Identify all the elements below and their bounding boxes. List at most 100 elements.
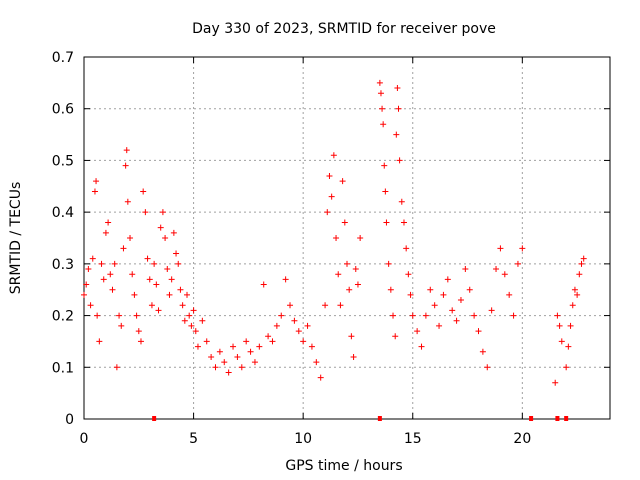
data-point [440,291,447,298]
data-point [123,147,130,154]
data-point [164,266,171,273]
data-point [199,317,206,324]
data-point [188,322,195,329]
data-point [155,307,162,314]
chart-title: Day 330 of 2023, SRMTID for receiver pov… [192,21,496,37]
data-point [322,302,329,309]
data-point [436,322,443,329]
data-point [431,302,438,309]
data-point [89,255,96,262]
data-point [162,235,169,241]
data-point [400,219,407,226]
x-axis-label: GPS time / hours [285,458,402,474]
data-point [212,364,219,371]
data-point [146,276,153,283]
data-point [251,359,258,366]
data-point [102,229,109,236]
data-point [479,348,486,355]
gap-marker [152,416,157,421]
gap-marker [377,416,382,421]
data-point [166,291,173,298]
data-point [247,348,254,355]
data-point [567,322,574,329]
y-tick-label: 0 [65,412,74,428]
data-point [578,260,585,267]
data-point [418,343,425,350]
data-point [157,224,164,231]
data-point [337,302,344,309]
data-point [140,188,147,195]
data-point [380,121,387,128]
data-point [571,286,578,293]
gap-marker [529,416,534,421]
data-point [153,281,160,288]
data-point [105,219,112,226]
data-point [407,291,414,298]
x-tick-label: 20 [513,431,531,447]
axis-ticks: 0 0.1 0.2 0.3 0.4 0.5 0.6 0.7 0 5 10 15 20 [52,50,610,447]
data-point [576,271,583,278]
data-point [120,245,127,252]
data-point [129,271,136,278]
data-points [81,79,587,386]
data-point [330,152,337,159]
data-point [93,178,100,185]
data-point [348,333,355,340]
data-point [184,291,191,298]
data-point [354,281,361,288]
data-point [135,328,142,335]
data-point [398,198,405,205]
y-tick-label: 0.4 [52,205,74,221]
data-point [308,343,315,350]
data-point [230,343,237,350]
data-point [519,245,526,252]
data-point [385,260,392,267]
data-point [381,162,388,169]
data-point [471,312,478,319]
data-point [396,157,403,164]
data-point [556,322,563,329]
data-point [346,286,353,293]
data-point [449,307,456,314]
data-point [282,276,289,283]
data-point [170,229,177,236]
data-point [291,317,298,324]
data-point [357,235,364,241]
data-point [168,276,175,283]
data-point [98,260,105,267]
data-point [85,266,92,273]
x-tick-label: 5 [189,431,198,447]
data-point [313,359,320,366]
data-point [124,198,131,205]
data-point [94,312,101,319]
data-point [341,219,348,226]
data-point [190,307,197,314]
data-point [203,338,210,345]
data-point [558,338,565,345]
data-point [238,364,245,371]
data-point [395,105,402,112]
data-point [554,312,561,319]
data-point [392,333,399,340]
data-point [142,209,149,216]
data-point [256,343,263,350]
y-tick-label: 0.5 [52,153,74,169]
data-point [260,281,267,288]
data-point [177,286,184,293]
data-point [387,286,394,293]
data-point [173,250,180,257]
data-point [87,302,94,309]
gap-markers [152,416,569,421]
data-point [243,338,250,345]
data-point [497,245,504,252]
data-point [350,353,357,360]
data-point [565,343,572,350]
data-point [390,312,397,319]
x-tick-label: 0 [80,431,89,447]
x-tick-label: 10 [294,431,312,447]
data-point [151,260,158,267]
y-tick-label: 0.2 [52,309,74,325]
data-point [563,364,570,371]
data-point [113,364,120,371]
